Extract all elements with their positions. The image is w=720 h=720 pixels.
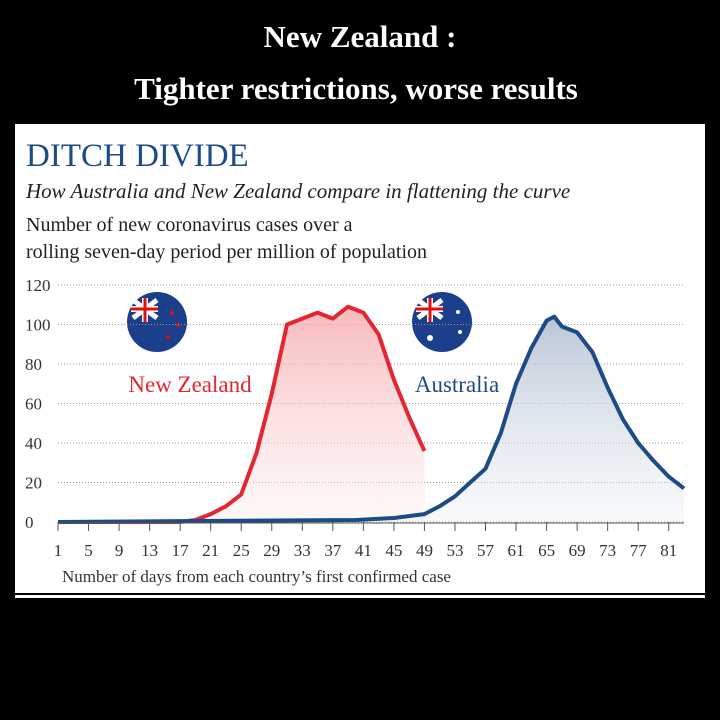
x-tick-label: 5 xyxy=(84,541,93,560)
x-tick-label: 25 xyxy=(233,541,250,560)
x-tick-label: 13 xyxy=(141,541,158,560)
y-axis-label: rolling seven-day period per million of … xyxy=(26,241,427,263)
y-tick-label: 80 xyxy=(25,355,42,374)
line xyxy=(57,314,686,524)
x-tick-label: 41 xyxy=(355,541,372,560)
line xyxy=(58,304,427,524)
x-tick-label: 81 xyxy=(660,541,677,560)
page-title: New Zealand : xyxy=(264,19,457,54)
y-tick-label: 120 xyxy=(25,276,51,295)
x-tick-label: 9 xyxy=(115,541,124,560)
y-tick-label: 40 xyxy=(25,434,42,453)
x-tick-label: 77 xyxy=(630,541,648,560)
page-title: Tighter restrictions, worse results xyxy=(134,71,578,106)
x-tick-label: 1 xyxy=(54,541,63,560)
y-axis-label: Number of new coronavirus cases over a xyxy=(26,214,353,236)
chart-subtitle: How Australia and New Zealand compare in… xyxy=(25,179,570,203)
au-flag xyxy=(412,292,472,352)
x-tick-label: 33 xyxy=(294,541,311,560)
chart-title: DITCH DIVIDE xyxy=(26,138,249,174)
y-tick-label: 100 xyxy=(25,316,51,335)
x-tick-label: 17 xyxy=(172,541,190,560)
x-tick-label: 69 xyxy=(569,541,586,560)
x-tick-label: 45 xyxy=(385,541,402,560)
area-fill xyxy=(58,316,684,522)
nz-flag xyxy=(127,292,187,352)
x-tick-label: 49 xyxy=(416,541,433,560)
x-tick-label: 57 xyxy=(477,541,495,560)
x-axis-label: Number of days from each country’s first… xyxy=(62,567,451,586)
series-label: Australia xyxy=(415,372,499,397)
y-tick-label: 60 xyxy=(25,395,42,414)
x-tick-label: 61 xyxy=(508,541,525,560)
area-fill xyxy=(58,306,425,522)
x-tick-label: 73 xyxy=(599,541,616,560)
x-tick-label: 53 xyxy=(446,541,463,560)
x-tick-label: 37 xyxy=(324,541,342,560)
x-tick-label: 21 xyxy=(202,541,219,560)
y-tick-label: 0 xyxy=(25,513,34,532)
series-label: New Zealand xyxy=(128,372,252,397)
y-tick-label: 20 xyxy=(25,474,42,493)
x-tick-label: 29 xyxy=(263,541,280,560)
x-tick-label: 65 xyxy=(538,541,555,560)
